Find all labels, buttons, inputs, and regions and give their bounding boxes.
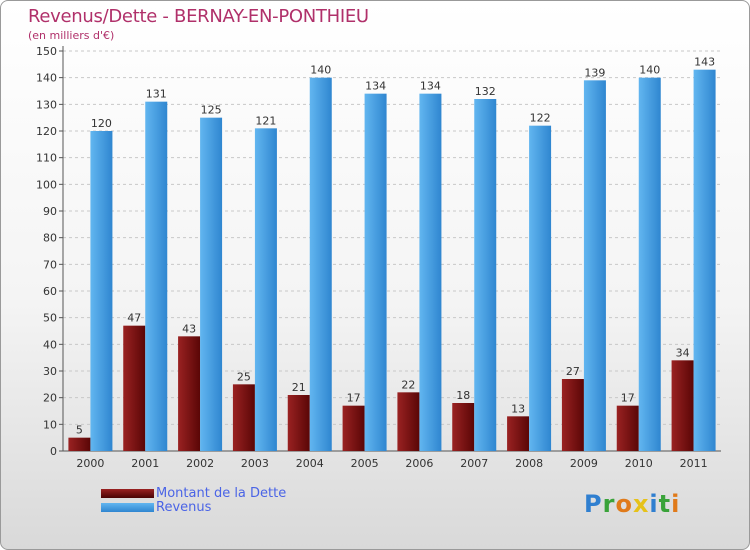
bar-dette [68, 437, 91, 451]
legend-swatch-revenus [101, 503, 154, 512]
logo-letter: r [602, 490, 616, 518]
bar-dette [397, 392, 420, 451]
data-label-revenus: 140 [639, 64, 660, 77]
logo-letter: i [649, 490, 659, 518]
proxiti-logo: Proxiti [584, 490, 680, 518]
chart-subtitle: (en milliers d'€) [28, 29, 115, 42]
data-label-dette: 17 [347, 392, 361, 405]
bar-revenus [254, 128, 277, 451]
logo-letter: t [658, 490, 672, 518]
x-tick-label: 2000 [76, 457, 104, 470]
x-tick-label: 2002 [186, 457, 214, 470]
bar-revenus [200, 117, 223, 452]
y-tick-label: 140 [36, 72, 57, 85]
y-tick-label: 110 [36, 152, 57, 165]
data-label-revenus: 134 [365, 80, 386, 93]
bar-dette [123, 325, 146, 451]
data-label-revenus: 120 [91, 117, 112, 130]
y-tick-label: 100 [36, 178, 57, 191]
bar-dette [671, 360, 694, 451]
data-label-dette: 21 [292, 381, 306, 394]
y-tick-label: 120 [36, 125, 57, 138]
bar-dette [561, 379, 584, 451]
y-tick-label: 80 [43, 232, 57, 245]
data-label-revenus: 140 [310, 64, 331, 77]
data-label-revenus: 134 [420, 80, 441, 93]
x-tick-label: 2005 [351, 457, 379, 470]
x-tick-label: 2003 [241, 457, 269, 470]
bar-dette [616, 405, 639, 451]
data-label-dette: 34 [676, 346, 690, 359]
y-tick-label: 20 [43, 392, 57, 405]
y-tick-label: 150 [36, 45, 57, 58]
logo-letter: o [615, 490, 633, 518]
logo-letter: P [584, 490, 603, 518]
x-tick-label: 2009 [570, 457, 598, 470]
logo-letter: i [671, 490, 681, 518]
chart-title: Revenus/Dette - BERNAY-EN-PONTHIEU [28, 6, 369, 27]
legend-label-revenus: Revenus [156, 500, 212, 515]
data-label-dette: 43 [182, 322, 196, 335]
x-tick-label: 2007 [460, 457, 488, 470]
bar-dette [507, 416, 530, 451]
bar-revenus [693, 69, 716, 452]
bar-revenus [419, 93, 442, 452]
data-label-dette: 17 [621, 392, 635, 405]
bar-dette [287, 395, 310, 451]
bar-revenus [583, 80, 606, 451]
legend-swatch-dette [101, 489, 154, 498]
bar-dette [178, 336, 201, 451]
y-tick-label: 40 [43, 338, 57, 351]
x-tick-label: 2004 [296, 457, 324, 470]
data-label-dette: 47 [127, 312, 141, 325]
x-tick-label: 2001 [131, 457, 159, 470]
data-label-revenus: 143 [694, 56, 715, 69]
y-tick-label: 130 [36, 98, 57, 111]
data-label-dette: 5 [76, 424, 83, 437]
bar-revenus [309, 77, 332, 452]
data-label-revenus: 139 [584, 66, 605, 79]
data-label-dette: 27 [566, 365, 580, 378]
bar-revenus [364, 93, 387, 452]
y-tick-label: 90 [43, 205, 57, 218]
bar-revenus [474, 99, 497, 451]
data-label-revenus: 131 [146, 88, 167, 101]
legend-label-dette: Montant de la Dette [156, 486, 287, 501]
logo-letter: x [632, 490, 650, 518]
x-tick-label: 2011 [680, 457, 708, 470]
y-tick-label: 0 [50, 445, 57, 458]
data-label-revenus: 132 [475, 85, 496, 98]
data-label-dette: 22 [401, 378, 415, 391]
data-label-dette: 25 [237, 370, 251, 383]
x-tick-label: 2006 [405, 457, 433, 470]
bar-revenus [90, 131, 113, 451]
data-label-dette: 18 [456, 389, 470, 402]
y-tick-label: 30 [43, 365, 57, 378]
y-tick-label: 60 [43, 285, 57, 298]
bar-revenus [638, 77, 661, 452]
bar-revenus [145, 101, 168, 452]
data-label-revenus: 125 [201, 104, 222, 117]
y-tick-label: 70 [43, 258, 57, 271]
y-tick-label: 50 [43, 312, 57, 325]
bar-dette [452, 403, 475, 451]
bar-dette [232, 384, 255, 451]
x-tick-label: 2008 [515, 457, 543, 470]
data-label-revenus: 122 [530, 112, 551, 125]
data-label-revenus: 121 [255, 114, 276, 127]
x-tick-label: 2010 [625, 457, 653, 470]
y-tick-label: 10 [43, 418, 57, 431]
bar-revenus [529, 125, 552, 452]
data-label-dette: 13 [511, 402, 525, 415]
bar-dette [342, 405, 365, 451]
